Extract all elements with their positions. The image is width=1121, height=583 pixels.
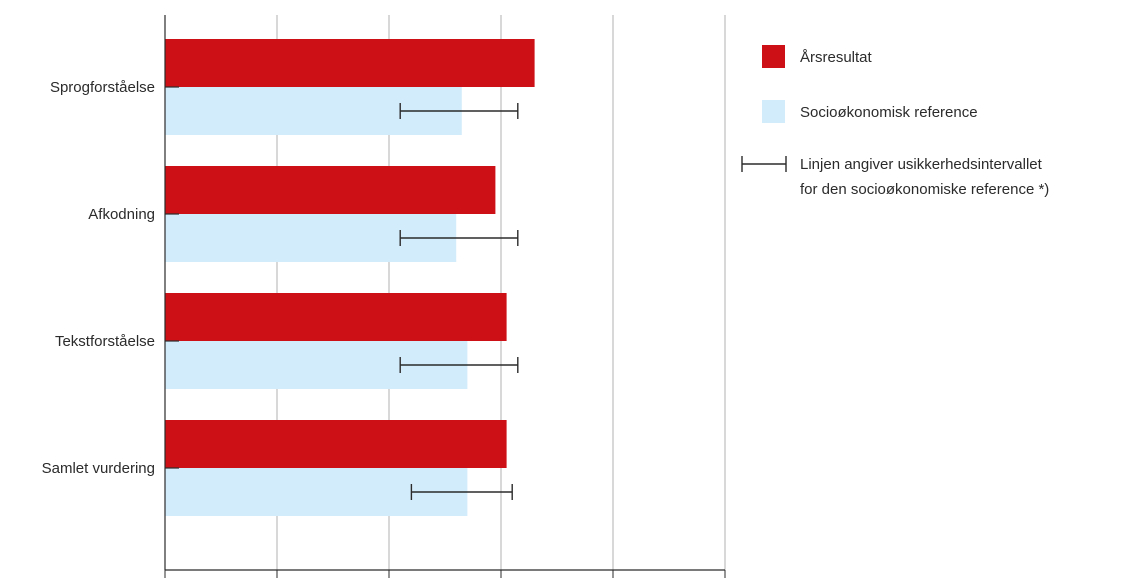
error-bar-samlet-vurdering (410, 484, 513, 500)
category-label-samlet-vurdering: Samlet vurdering (42, 460, 155, 477)
legend-label-reference: Socioøkonomisk reference (800, 104, 978, 121)
legend-item-errorbar: Linjen angiver usikkerhedsintervallet for… (741, 156, 1049, 198)
legend-item-arsresultat: Årsresultat (762, 45, 873, 68)
legend: Årsresultat Socioøkonomisk reference Linje… (741, 45, 1049, 198)
legend-swatch-reference (762, 100, 785, 123)
error-bar-afkodning (399, 230, 519, 246)
error-bar-sprogforstaelse (399, 103, 519, 119)
bar-arsresultat-sprogforstaelse (165, 39, 535, 87)
category-label-tekstforstaelse: Tekstforståelse (55, 333, 155, 350)
bar-arsresultat-afkodning (165, 166, 496, 214)
legend-swatch-arsresultat (762, 45, 785, 68)
category-label-sprogforstaelse: Sprogforståelse (50, 79, 155, 96)
legend-errorbar-icon (741, 156, 787, 172)
error-bars (399, 103, 519, 500)
legend-label-errorbar-line2: for den socioøkonomiske reference *) (800, 181, 1049, 198)
category-label-afkodning: Afkodning (88, 206, 155, 223)
category-labels: Sprogforståelse Afkodning Tekstforståelse S… (42, 79, 155, 477)
axes (164, 15, 726, 578)
bars (165, 39, 535, 516)
legend-label-arsresultat: Årsresultat (800, 49, 873, 66)
legend-item-reference: Socioøkonomisk reference (762, 100, 978, 123)
bar-arsresultat-samlet-vurdering (165, 420, 507, 468)
bar-arsresultat-tekstforstaelse (165, 293, 507, 341)
legend-label-errorbar-line1: Linjen angiver usikkerhedsintervallet (800, 156, 1043, 173)
error-bar-tekstforstaelse (399, 357, 519, 373)
